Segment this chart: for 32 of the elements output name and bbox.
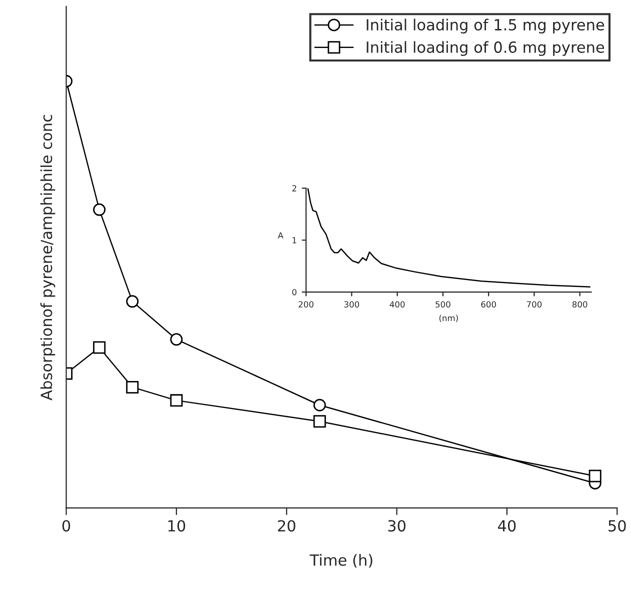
x-tick-label: 50 (608, 520, 626, 532)
y-tick-label: 0 (292, 289, 296, 296)
point (126, 295, 139, 308)
x-axis-title: Time (h) (310, 554, 372, 568)
point (93, 203, 106, 216)
point (93, 341, 106, 354)
point (313, 415, 326, 428)
x-tick-label: 400 (390, 301, 405, 308)
x-tick-label: 700 (526, 301, 542, 308)
x-tick-label: 200 (298, 301, 314, 308)
point (313, 398, 326, 412)
y-axis-title: A (278, 232, 284, 238)
x-tick-label: 30 (388, 520, 406, 532)
legend-label: Initial loading of 1.5 mg pyrene (366, 18, 604, 34)
point (126, 380, 139, 394)
x-tick-label: 0 (62, 520, 70, 532)
x-tick-label: 600 (481, 301, 496, 308)
point (170, 333, 183, 346)
point (588, 470, 602, 482)
x-tick-label: 300 (344, 301, 360, 308)
y-axis-title: Absorptionof pyrene/amphiphile conc (40, 114, 56, 400)
y-tick-label: 2 (292, 185, 296, 192)
legend-label: Initial loading of 0.6 mg pyrene (366, 41, 604, 56)
point (170, 394, 183, 407)
x-tick-label: 20 (278, 520, 296, 532)
x-tick-label: 800 (572, 301, 588, 308)
x-tick-label: 40 (498, 520, 516, 532)
x-axis-title: (nm) (439, 314, 458, 322)
line-series (307, 188, 591, 288)
y-tick-label: 1 (292, 237, 296, 244)
x-tick-label: 500 (436, 301, 450, 308)
x-tick-label: 10 (168, 520, 186, 532)
